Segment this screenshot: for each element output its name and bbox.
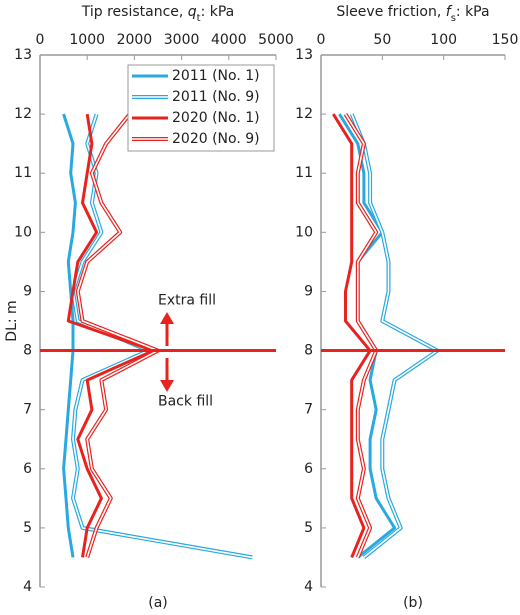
legend-label: 2011 (No. 9) xyxy=(172,89,260,105)
x-axis-label-part: : kPa xyxy=(201,4,235,20)
x-tick-label: 50 xyxy=(373,32,391,48)
x-tick-label: 100 xyxy=(430,32,457,48)
x-axis-label: Tip resistance, qt: kPa xyxy=(81,4,235,24)
x-tick-label: 0 xyxy=(317,32,326,48)
x-tick-label: 2000 xyxy=(117,32,153,48)
x-tick-label: 1000 xyxy=(69,32,105,48)
legend-label: 2011 (No. 1) xyxy=(172,68,260,84)
y-tick-label: 13 xyxy=(14,47,32,63)
y-tick-label: 13 xyxy=(295,47,313,63)
panel-label: (b) xyxy=(403,595,423,611)
series-line xyxy=(66,113,155,558)
x-axis-label-part: f xyxy=(446,4,453,20)
y-tick-label: 7 xyxy=(23,402,32,418)
x-tick-label: 5000 xyxy=(258,32,294,48)
x-axis-label-part: Sleeve friction, xyxy=(336,4,445,20)
y-tick-label: 8 xyxy=(304,343,313,359)
x-axis-label-part: t xyxy=(197,13,201,24)
x-tick-label: 3000 xyxy=(164,32,200,48)
series-line xyxy=(71,113,253,560)
x-tick-label: 150 xyxy=(492,32,519,48)
arrow-head xyxy=(160,312,174,324)
legend-label: 2020 (No. 9) xyxy=(172,131,260,147)
y-tick-label: 10 xyxy=(295,224,313,240)
y-axis-label: DL: m xyxy=(4,300,20,341)
y-tick-label: 11 xyxy=(295,165,313,181)
series-line-inner xyxy=(344,113,377,558)
x-axis-label-part: q xyxy=(188,4,197,20)
y-tick-label: 5 xyxy=(23,520,32,536)
x-axis-label-part: : kPa xyxy=(456,4,490,20)
y-tick-label: 5 xyxy=(304,520,313,536)
series-line xyxy=(62,113,77,558)
series-line-inner xyxy=(77,113,159,558)
y-tick-label: 12 xyxy=(14,106,32,122)
series-line xyxy=(75,112,160,559)
y-tick-label: 4 xyxy=(23,579,32,595)
panel-label: (a) xyxy=(148,595,168,611)
series-line xyxy=(332,113,372,558)
x-tick-label: 0 xyxy=(36,32,45,48)
y-tick-label: 11 xyxy=(14,165,32,181)
arrow-head xyxy=(160,380,174,392)
series-line-inner xyxy=(72,113,253,559)
annotation: Back fill xyxy=(158,394,213,410)
y-tick-label: 7 xyxy=(304,402,313,418)
y-tick-label: 8 xyxy=(23,343,32,359)
y-tick-label: 4 xyxy=(304,579,313,595)
series-line-inner xyxy=(350,113,439,559)
y-tick-label: 9 xyxy=(304,283,313,299)
x-axis-label: Sleeve friction, fs: kPa xyxy=(336,4,489,24)
x-axis-label-part: s xyxy=(451,13,456,24)
x-axis-label-part: Tip resistance, xyxy=(81,4,188,20)
y-tick-label: 10 xyxy=(14,224,32,240)
y-tick-label: 6 xyxy=(304,461,313,477)
y-tick-label: 6 xyxy=(23,461,32,477)
legend-box xyxy=(127,64,275,152)
annotation: Extra fill xyxy=(158,293,216,309)
legend-label: 2020 (No. 1) xyxy=(172,110,260,126)
x-tick-label: 4000 xyxy=(211,32,247,48)
y-tick-label: 12 xyxy=(295,106,313,122)
y-tick-label: 9 xyxy=(23,283,32,299)
